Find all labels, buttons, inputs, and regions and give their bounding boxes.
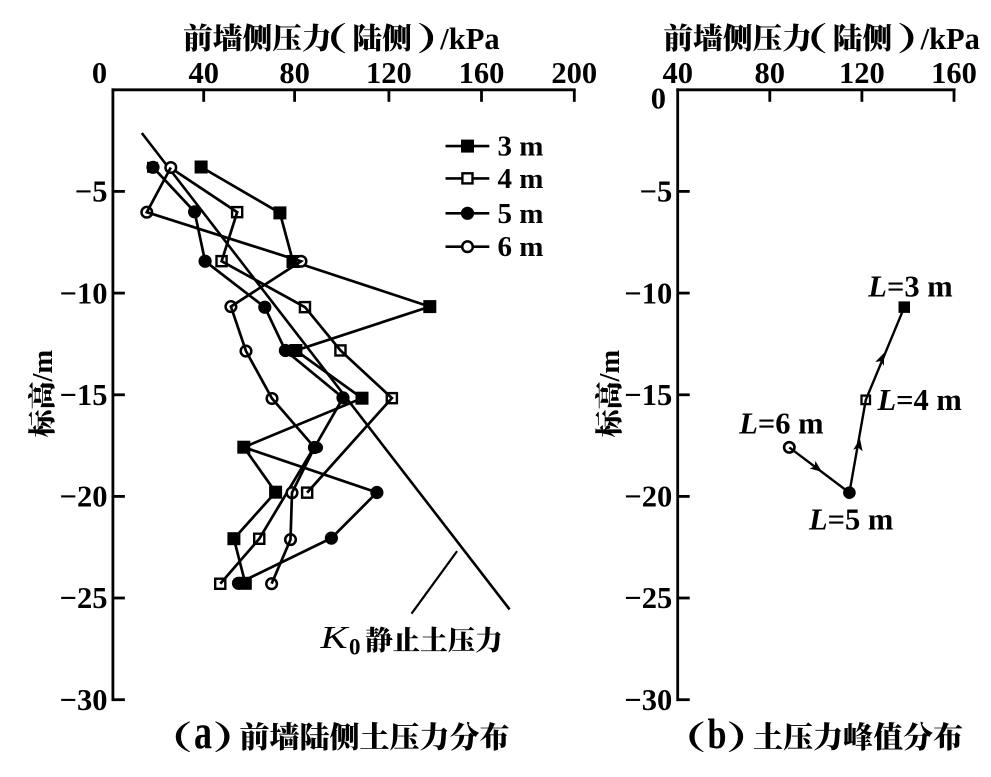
svg-text:0: 0 (349, 635, 361, 660)
svg-text:200: 200 (551, 56, 597, 90)
svg-text:K: K (319, 619, 349, 655)
svg-text:0: 0 (92, 56, 107, 90)
svg-text:3 m: 3 m (498, 131, 544, 163)
svg-text:/m: /m (595, 350, 626, 383)
svg-text:a: a (194, 704, 212, 759)
svg-text:120: 120 (839, 56, 885, 90)
svg-text:80: 80 (755, 56, 786, 90)
svg-text:6 m: 6 m (498, 231, 544, 263)
svg-text:−5: −5 (75, 175, 108, 209)
svg-text:−25: −25 (60, 581, 108, 615)
svg-text:0: 0 (651, 82, 666, 116)
svg-text:−20: −20 (624, 480, 672, 514)
svg-text:−25: −25 (624, 581, 672, 615)
svg-text:120: 120 (366, 56, 412, 90)
svg-text:−10: −10 (624, 276, 672, 310)
svg-text:L=5 m: L=5 m (808, 503, 893, 537)
svg-text:L=6 m: L=6 m (738, 407, 823, 441)
svg-text:160: 160 (931, 56, 977, 90)
svg-text:4 m: 4 m (498, 163, 544, 195)
svg-text:−30: −30 (624, 683, 672, 717)
svg-text:L=4 m: L=4 m (877, 383, 962, 417)
svg-text:/m: /m (28, 350, 59, 383)
svg-text:−15: −15 (624, 378, 672, 412)
svg-text:−5: −5 (640, 175, 673, 209)
svg-text:/kPa: /kPa (439, 22, 499, 56)
svg-text:−15: −15 (60, 378, 108, 412)
svg-text:−10: −10 (60, 276, 108, 310)
svg-text:b: b (708, 712, 727, 758)
svg-text:160: 160 (459, 56, 505, 90)
svg-text:5 m: 5 m (498, 198, 544, 230)
svg-text:/kPa: /kPa (920, 22, 980, 56)
svg-text:L=3 m: L=3 m (867, 269, 952, 303)
svg-text:40: 40 (188, 56, 219, 90)
svg-text:−30: −30 (60, 683, 108, 717)
svg-text:80: 80 (279, 56, 310, 90)
svg-text:40: 40 (662, 56, 693, 90)
svg-text:−20: −20 (60, 480, 108, 514)
